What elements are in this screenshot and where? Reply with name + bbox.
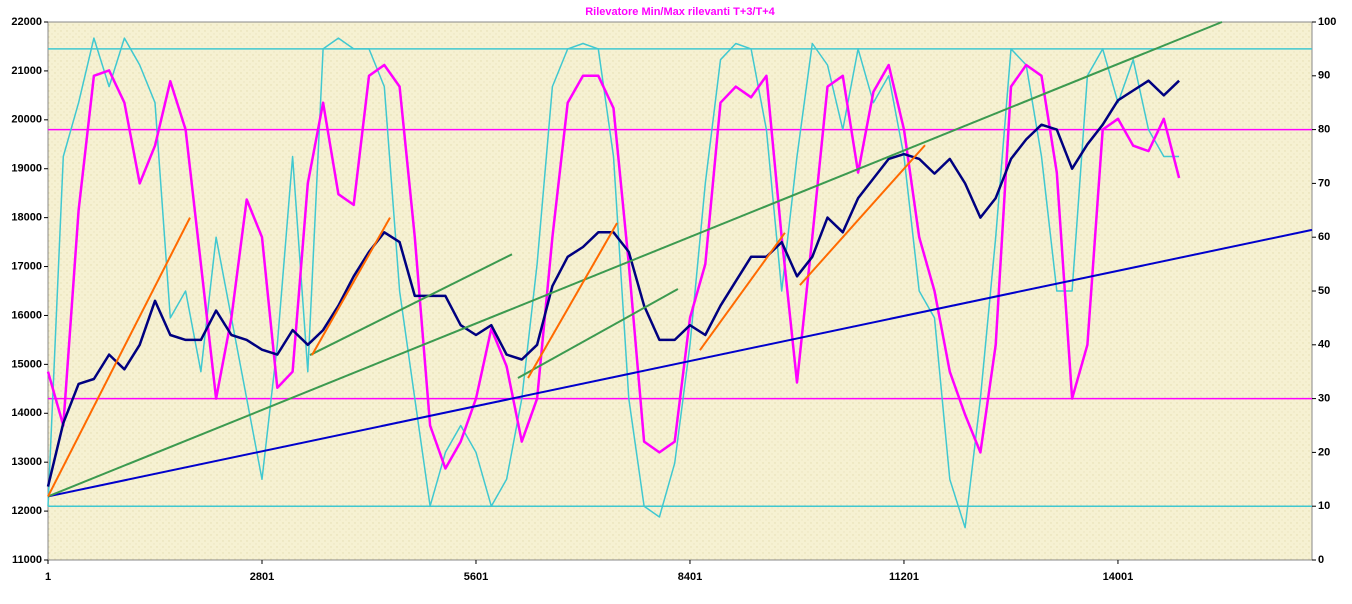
y2-tick-label: 90	[1318, 70, 1330, 82]
y-tick-label: 16000	[11, 309, 42, 321]
series-line	[46, 79, 1180, 487]
y-tick-label: 15000	[11, 358, 42, 370]
y-tick-label: 13000	[11, 456, 42, 468]
y-tick-label: 14000	[11, 407, 42, 419]
y-tick-label: 21000	[11, 65, 42, 77]
y-tick-label: 20000	[11, 114, 42, 126]
y2-tick-label: 10	[1318, 500, 1330, 512]
trend-line	[311, 217, 391, 356]
y2-tick-label: 80	[1318, 124, 1330, 136]
trend-line	[47, 228, 1313, 498]
y-tick-label: 18000	[11, 212, 42, 224]
y-tick-label: 22000	[11, 16, 42, 28]
trend-line	[517, 288, 679, 379]
trend-line	[799, 144, 926, 286]
y2-tick-label: 60	[1318, 231, 1330, 243]
y2-tick-label: 30	[1318, 393, 1330, 405]
y2-tick-label: 20	[1318, 446, 1330, 458]
series-line	[47, 37, 1180, 529]
y2-tick-label: 100	[1318, 16, 1336, 28]
x-tick-label: 11201	[889, 571, 919, 583]
x-tick-label: 8401	[678, 571, 702, 583]
trend-line	[47, 217, 191, 497]
trend-line	[699, 232, 786, 351]
y-tick-label: 17000	[11, 260, 42, 272]
trend-line	[527, 222, 618, 379]
x-tick-label: 1	[45, 571, 51, 583]
trend-line	[47, 21, 1223, 498]
x-tick-label: 2801	[250, 571, 274, 583]
x-tick-label: 14001	[1103, 571, 1134, 583]
y-tick-label: 11000	[12, 554, 42, 566]
y-tick-label: 12000	[11, 505, 42, 517]
y2-tick-label: 50	[1318, 285, 1330, 297]
y2-tick-label: 70	[1318, 177, 1330, 189]
y2-tick-label: 0	[1318, 554, 1324, 566]
plot-area	[47, 21, 1313, 561]
chart-title: Rilevatore Min/Max rilevanti T+3/T+4	[585, 6, 775, 18]
x-tick-label: 5601	[464, 571, 488, 583]
y-tick-label: 19000	[11, 163, 42, 175]
series-line	[46, 63, 1181, 470]
trend-line	[309, 253, 513, 356]
y2-tick-label: 40	[1318, 339, 1330, 351]
